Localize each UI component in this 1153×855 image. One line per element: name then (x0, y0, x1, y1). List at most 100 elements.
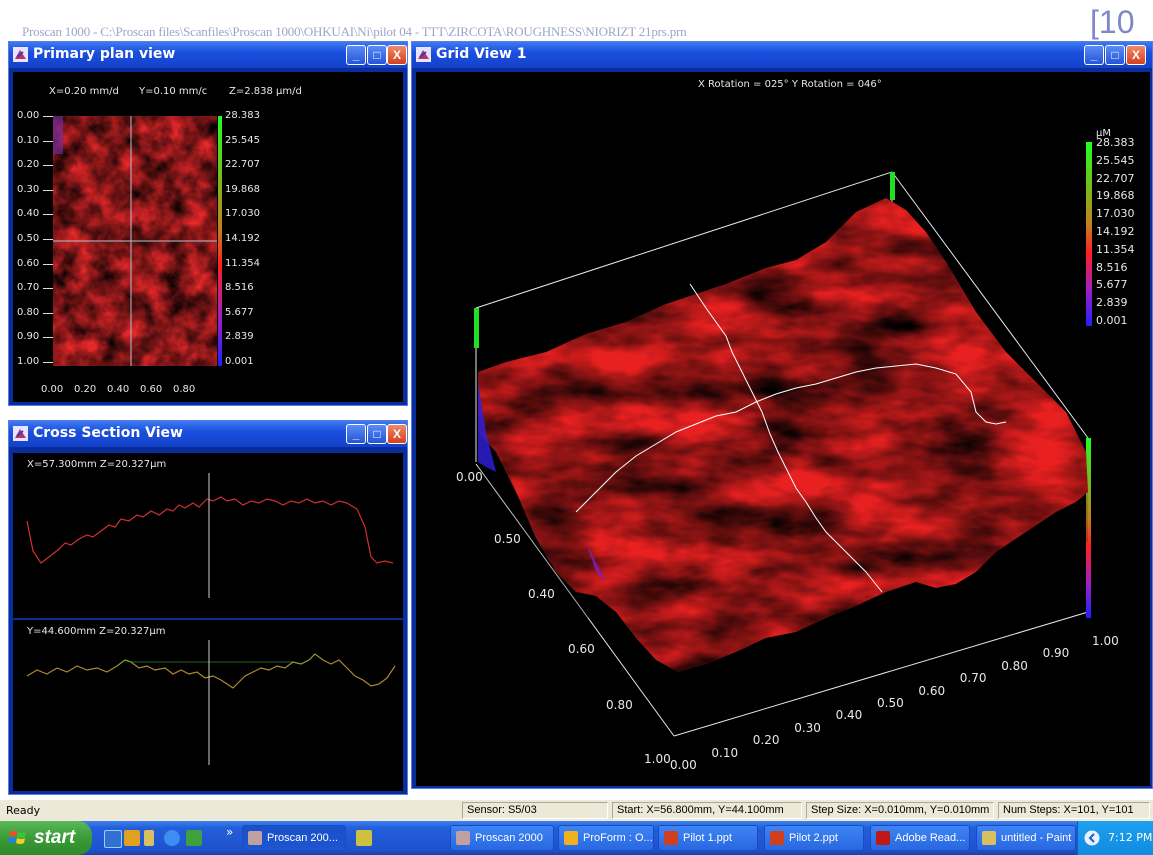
grid-3d-canvas[interactable]: X Rotation = 025° Y Rotation = 046° (416, 72, 1150, 786)
scale-label: 19.868 (1096, 189, 1135, 203)
x-section-readout: X=57.300mm Z=20.327µm (27, 459, 167, 470)
app-window-icon (13, 426, 28, 441)
x-tick-label: 0.60 (140, 384, 163, 395)
cross-section-top-pane[interactable]: X=57.300mm Z=20.327µm (13, 453, 403, 618)
scale-label: 0.001 (1096, 314, 1128, 327)
minimize-button[interactable]: _ (346, 45, 366, 65)
minimize-button[interactable]: _ (346, 424, 366, 444)
x-profile-line (26, 473, 394, 598)
proscan-icon (456, 831, 470, 845)
front-axis-label: 0.70 (959, 671, 987, 686)
quick-launch-misc-icon[interactable] (356, 830, 372, 846)
y-tick-mark (43, 288, 53, 290)
quick-launch-ie-icon[interactable] (164, 830, 180, 846)
scale-label: 25.545 (1096, 153, 1135, 167)
close-button[interactable]: X (1126, 45, 1146, 65)
scale-unit: µM (1096, 128, 1111, 139)
quick-launch-folder-icon[interactable] (124, 830, 140, 846)
front-axis-label: 0.10 (711, 745, 739, 760)
y-tick-mark (43, 165, 53, 167)
left-axis-label: 0.00 (456, 470, 483, 484)
y-tick-mark (43, 263, 53, 265)
x-readout: X=0.20 mm/d (49, 86, 119, 97)
primary-plan-view-window[interactable]: Primary plan view _ □ X X=0.20 mm/d Y=0.… (8, 41, 408, 406)
scale-label: 5.677 (1096, 278, 1128, 292)
grid-color-scale-bar (1086, 142, 1092, 326)
paint-icon (982, 831, 996, 845)
y-section-readout: Y=44.600mm Z=20.327µm (27, 626, 166, 637)
grid-window-icon (416, 47, 431, 62)
y-readout: Y=0.10 mm/c (139, 86, 208, 97)
cross-section-bottom-pane[interactable]: Y=44.600mm Z=20.327µm (13, 620, 403, 791)
back-arrow-icon[interactable] (1084, 830, 1100, 846)
scale-label: 22.707 (1096, 171, 1135, 185)
status-bar: Ready Sensor: S5/03 Start: X=56.800mm, Y… (0, 799, 1153, 822)
title-bar[interactable]: Cross Section View _ □ X (9, 421, 407, 447)
y-tick-label: 0.00 (17, 110, 40, 121)
right-axis-end: 1.00 (1092, 634, 1119, 648)
y-tick-label: 0.40 (17, 208, 40, 220)
scale-label: 22.707 (225, 159, 260, 171)
task-pilot-1[interactable]: Pilot 1.ppt (658, 825, 758, 851)
task-proscan-200[interactable]: Proscan 200... (242, 825, 346, 851)
status-num-steps: Num Steps: X=101, Y=101 (998, 802, 1150, 819)
scale-label: 2.839 (1096, 296, 1128, 310)
start-label: start (34, 827, 76, 848)
front-axis-label: 0.80 (1001, 658, 1028, 673)
y-tick-label: 0.60 (17, 257, 40, 269)
start-button[interactable]: start (0, 821, 92, 855)
app-window-icon (13, 47, 28, 62)
y-profile-line (26, 640, 396, 765)
rotation-readout: X Rotation = 025° Y Rotation = 046° (698, 79, 882, 90)
maximize-button[interactable]: □ (1105, 45, 1125, 65)
close-button[interactable]: X (387, 424, 407, 444)
page-number: [10 (1090, 4, 1135, 40)
task-paint[interactable]: untitled - Paint (976, 825, 1076, 851)
scale-label: 11.354 (225, 257, 260, 269)
grid-view-window[interactable]: Grid View 1 _ □ X X Rotation = 025° Y Ro… (411, 41, 1153, 789)
left-axis-label: 0.80 (606, 698, 633, 712)
status-start: Start: X=56.800mm, Y=44.100mm (612, 802, 802, 819)
task-proform[interactable]: ProForm : O... (558, 825, 654, 851)
left-axis-label: 0.60 (568, 642, 595, 656)
title-bar[interactable]: Grid View 1 _ □ X (412, 42, 1152, 68)
quick-launch-excel-icon[interactable] (186, 830, 202, 846)
taskbar: start » Proscan 200... Proscan 2000 ProF… (0, 821, 1153, 855)
left-axis-label: 0.50 (494, 532, 521, 546)
scale-label: 8.516 (1096, 260, 1128, 274)
front-axis-label: 0.60 (918, 683, 946, 698)
y-tick-mark (43, 312, 53, 314)
quick-launch-paint-icon[interactable] (144, 830, 154, 846)
y-tick-label: 0.90 (17, 331, 40, 343)
minimize-button[interactable]: _ (1084, 45, 1104, 65)
scale-label: 28.383 (1096, 136, 1135, 149)
app-title: Proscan 1000 - C:\Proscan files\Scanfile… (22, 24, 687, 39)
y-tick-label: 0.30 (17, 183, 40, 195)
task-label: Pilot 1.ppt (683, 832, 732, 844)
y-tick-label: 0.10 (17, 134, 40, 146)
plan-view-canvas[interactable]: X=0.20 mm/d Y=0.10 mm/c Z=2.838 µm/d 0.0… (13, 72, 403, 402)
height-map (53, 116, 217, 366)
y-tick-mark (43, 116, 53, 117)
maximize-button[interactable]: □ (367, 45, 387, 65)
clock: 7:12 PM (1108, 831, 1153, 844)
title-bar[interactable]: Primary plan view _ □ X (9, 42, 407, 68)
proform-icon (564, 831, 578, 845)
scale-label: 2.839 (225, 331, 254, 343)
y-tick-mark (43, 189, 53, 191)
z-readout: Z=2.838 µm/d (229, 86, 302, 97)
chevron-icon[interactable]: » (226, 825, 234, 839)
scale-label: 28.383 (225, 110, 260, 121)
window-title: Grid View 1 (436, 46, 527, 62)
close-button[interactable]: X (387, 45, 407, 65)
task-pilot-2[interactable]: Pilot 2.ppt (764, 825, 864, 851)
cross-section-window[interactable]: Cross Section View _ □ X X=57.300mm Z=20… (8, 420, 408, 795)
task-adobe-reader[interactable]: Adobe Read... (870, 825, 970, 851)
y-tick-mark (43, 337, 53, 339)
windows-logo-icon (8, 831, 26, 844)
adobe-reader-icon (876, 831, 890, 845)
maximize-button[interactable]: □ (367, 424, 387, 444)
x-tick-label: 0.20 (74, 384, 97, 395)
quick-launch-app-icon[interactable] (104, 830, 122, 848)
task-proscan-2000[interactable]: Proscan 2000 (450, 825, 554, 851)
